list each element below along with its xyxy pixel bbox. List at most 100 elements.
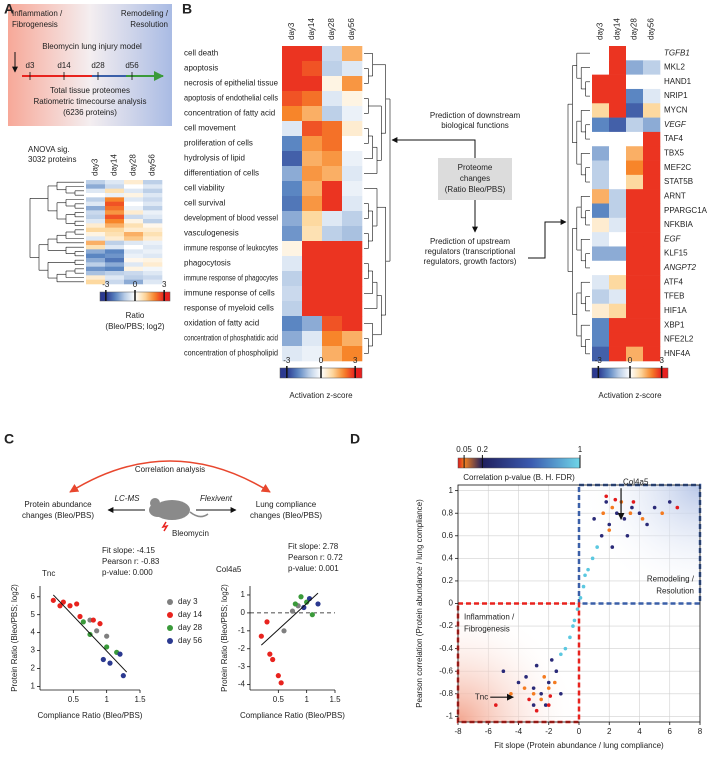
heatmap-cell bbox=[143, 275, 163, 280]
legend-swatch bbox=[167, 638, 173, 644]
heatmap-cell bbox=[322, 301, 343, 317]
heatmap-cell bbox=[302, 301, 323, 317]
heatmap-cell bbox=[143, 266, 163, 272]
stat-label: Fit slope: -4.15 bbox=[102, 546, 155, 555]
point bbox=[94, 628, 100, 634]
heatmap-cell bbox=[643, 103, 661, 118]
heatmap-cell bbox=[592, 275, 610, 290]
regulator-label: PPARGC1A bbox=[664, 206, 707, 215]
heatmap-cell bbox=[282, 211, 303, 227]
heatmap-cell bbox=[105, 232, 125, 237]
heatmap-cell bbox=[282, 331, 303, 347]
regulator-label: ANGPT2 bbox=[663, 263, 697, 272]
y-tick-label: 0.2 bbox=[442, 576, 454, 585]
regulator-label: NRIP1 bbox=[664, 91, 688, 100]
heatmap-cell bbox=[643, 74, 661, 90]
heatmap-cell bbox=[86, 193, 106, 198]
heatmap-cell bbox=[105, 214, 125, 220]
heatmap-cell bbox=[592, 74, 610, 90]
x-tick-label: 0.5 bbox=[68, 695, 80, 704]
y-tick-label: 0 bbox=[241, 608, 246, 617]
point bbox=[572, 618, 577, 623]
heatmap-cell bbox=[609, 332, 627, 347]
prediction-label: regulators (transcriptional bbox=[425, 247, 515, 256]
heatmap-cell bbox=[342, 106, 363, 122]
heatmap-cell bbox=[609, 160, 627, 176]
point bbox=[107, 660, 113, 666]
heatmap-cell bbox=[282, 226, 303, 242]
heatmap-cell bbox=[342, 151, 363, 167]
anova-label: ANOVA sig. bbox=[28, 145, 70, 154]
regulator-label: TFEB bbox=[664, 292, 684, 301]
regulator-label: HAND1 bbox=[664, 77, 692, 86]
point bbox=[592, 517, 596, 521]
point bbox=[90, 617, 96, 623]
heatmap-cell bbox=[626, 318, 644, 333]
function-label: oxidation of fatty acid bbox=[184, 319, 259, 328]
column-label: day28 bbox=[630, 18, 639, 40]
fit-line bbox=[260, 592, 319, 646]
heatmap-cell bbox=[143, 219, 163, 224]
y-tick-label: -1 bbox=[238, 626, 246, 635]
heatmap-cell bbox=[86, 210, 106, 215]
point bbox=[74, 601, 80, 607]
x-tick-label: -6 bbox=[485, 727, 493, 736]
heatmap-cell bbox=[643, 217, 661, 233]
heatmap-cell bbox=[643, 275, 661, 290]
y-tick-label: 5 bbox=[31, 610, 36, 619]
analysis-label: (6236 proteins) bbox=[63, 108, 117, 117]
point bbox=[539, 691, 543, 696]
heatmap-cell bbox=[609, 117, 627, 133]
arrow bbox=[391, 137, 476, 158]
function-label: immune response of leukocytes bbox=[184, 244, 278, 253]
heatmap-cell bbox=[342, 286, 363, 302]
function-label: concentration of phospholipid bbox=[184, 349, 278, 358]
heatmap-cell bbox=[626, 174, 644, 190]
heatmap-cell bbox=[609, 318, 627, 333]
point bbox=[501, 669, 506, 674]
center-box-label: (Ratio Bleo/PBS) bbox=[445, 185, 506, 194]
heatmap-cell bbox=[609, 275, 627, 290]
stat-label: p-value: 0.001 bbox=[288, 564, 339, 573]
x-tick-label: 2 bbox=[607, 727, 612, 736]
colorbar-tick-label: 3 bbox=[162, 280, 167, 289]
phase-label: Inflammation / bbox=[12, 9, 63, 18]
point bbox=[104, 644, 110, 650]
column-label: day14 bbox=[110, 154, 119, 176]
point bbox=[50, 597, 56, 603]
heatmap-cell bbox=[643, 88, 661, 104]
heatmap-cell bbox=[609, 174, 627, 190]
heatmap-cell bbox=[143, 253, 163, 259]
heatmap-cell bbox=[143, 271, 163, 276]
colorbar-title: Activation z-score bbox=[289, 391, 353, 400]
center-box bbox=[438, 158, 512, 200]
column-label: day3 bbox=[91, 158, 100, 176]
heatmap-cell bbox=[322, 286, 343, 302]
region-label: Remodeling / bbox=[647, 575, 695, 584]
point bbox=[543, 703, 548, 707]
regulator-label: TBX5 bbox=[664, 148, 685, 157]
heatmap-cell bbox=[282, 91, 303, 107]
x-axis-label: Compliance Ratio (Bleo/PBS) bbox=[38, 711, 143, 720]
heatmap-cell bbox=[342, 331, 363, 347]
colorbar-tick-label: 0 bbox=[133, 280, 138, 289]
heatmap-cell bbox=[322, 61, 343, 77]
regulator-label: TAF4 bbox=[664, 134, 684, 143]
heatmap-cell bbox=[143, 236, 163, 241]
point bbox=[581, 584, 586, 589]
heatmap-cell bbox=[302, 346, 323, 362]
legend-label: day 28 bbox=[178, 623, 203, 632]
phase-label: Fibrogenesis bbox=[12, 20, 58, 29]
heatmap-cell bbox=[609, 146, 627, 161]
heatmap-cell bbox=[143, 279, 163, 285]
heatmap-cell bbox=[609, 346, 627, 362]
region-label: Inflammation / bbox=[464, 613, 515, 622]
annotation-label: Tnc bbox=[475, 692, 488, 701]
heatmap-cell bbox=[282, 151, 303, 167]
heatmap-cell bbox=[302, 316, 323, 332]
heatmap-cell bbox=[143, 193, 163, 198]
heatmap-cell bbox=[342, 271, 363, 287]
heatmap-cell bbox=[626, 260, 644, 276]
point bbox=[509, 691, 513, 696]
heatmap-cell bbox=[643, 289, 661, 305]
